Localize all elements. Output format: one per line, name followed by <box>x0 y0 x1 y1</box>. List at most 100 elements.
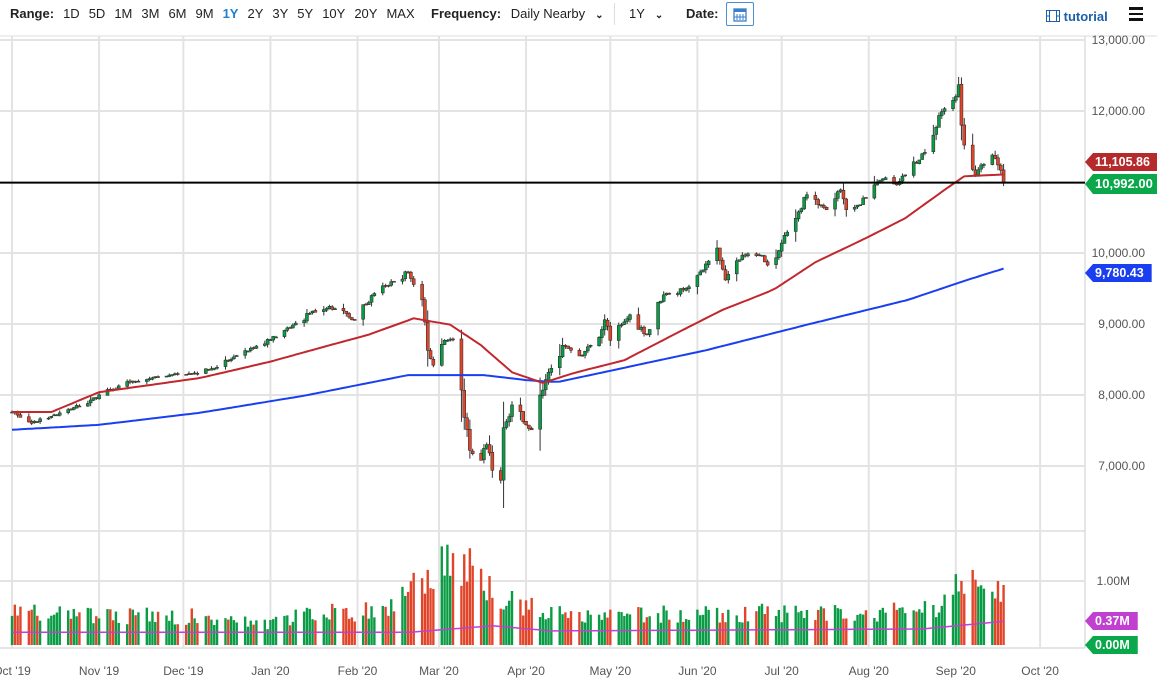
candle-body[interactable] <box>698 271 702 276</box>
candle-body[interactable] <box>504 421 509 428</box>
candle-body[interactable] <box>538 394 542 430</box>
candle-body[interactable] <box>841 190 846 200</box>
candle-body[interactable] <box>389 281 393 286</box>
candle-body[interactable] <box>232 356 236 360</box>
range-20y[interactable]: 20Y <box>354 6 378 21</box>
range-2y[interactable]: 2Y <box>247 6 264 21</box>
candle-body[interactable] <box>852 207 857 210</box>
candle-body[interactable] <box>507 416 511 423</box>
candle-body[interactable] <box>499 470 503 481</box>
candle-body[interactable] <box>243 350 247 356</box>
candle-body[interactable] <box>813 195 818 200</box>
candle-body[interactable] <box>271 336 275 341</box>
candle-body[interactable] <box>645 333 649 336</box>
candle-body[interactable] <box>470 450 475 454</box>
candle-body[interactable] <box>855 204 860 208</box>
candle-body[interactable] <box>285 327 290 331</box>
candle-body[interactable] <box>996 157 1000 166</box>
candle-body[interactable] <box>58 412 62 416</box>
candle-body[interactable] <box>364 303 368 306</box>
frequency-selector[interactable]: Frequency: Daily Nearby ⌄ <box>431 6 604 21</box>
candle-body[interactable] <box>462 390 466 418</box>
candle-body[interactable] <box>229 359 233 361</box>
candle-body[interactable] <box>659 300 663 304</box>
candle-body[interactable] <box>541 389 545 396</box>
chevron-down-icon[interactable]: ⌄ <box>595 10 604 21</box>
candle-body[interactable] <box>990 154 995 165</box>
candle-body[interactable] <box>246 350 250 353</box>
candle-body[interactable] <box>392 280 396 283</box>
candle-body[interactable] <box>125 381 129 387</box>
candle-body[interactable] <box>937 115 941 128</box>
candle-body[interactable] <box>586 346 590 352</box>
period-value[interactable]: 1Y <box>629 6 645 21</box>
candle-body[interactable] <box>560 345 565 358</box>
candle-body[interactable] <box>883 177 888 180</box>
candle-body[interactable] <box>681 288 686 291</box>
candle-body[interactable] <box>305 313 309 322</box>
candle-body[interactable] <box>636 314 641 330</box>
range-9m[interactable]: 9M <box>195 6 214 21</box>
candle-body[interactable] <box>625 318 629 322</box>
candle-body[interactable] <box>55 414 59 417</box>
candle-body[interactable] <box>428 350 433 359</box>
range-1m[interactable]: 1M <box>114 6 133 21</box>
range-max[interactable]: MAX <box>386 6 415 21</box>
candle-body[interactable] <box>293 322 298 326</box>
candle-body[interactable] <box>254 345 259 349</box>
candle-body[interactable] <box>310 310 315 314</box>
candle-body[interactable] <box>911 161 916 176</box>
candle-body[interactable] <box>793 217 798 232</box>
candle-body[interactable] <box>204 368 208 374</box>
candle-body[interactable] <box>167 374 172 377</box>
candle-body[interactable] <box>563 345 568 347</box>
candle-body[interactable] <box>274 336 278 339</box>
candle-body[interactable] <box>951 100 955 109</box>
candle-body[interactable] <box>291 324 295 329</box>
candle-body[interactable] <box>580 354 584 357</box>
candle-body[interactable] <box>608 325 613 341</box>
candle-body[interactable] <box>366 302 371 306</box>
candle-body[interactable] <box>622 321 627 325</box>
candle-body[interactable] <box>18 414 23 418</box>
candle-body[interactable] <box>128 380 132 383</box>
candle-body[interactable] <box>192 372 197 375</box>
candle-body[interactable] <box>779 242 784 252</box>
candle-body[interactable] <box>695 275 700 287</box>
candle-body[interactable] <box>209 368 214 371</box>
candle-body[interactable] <box>895 183 899 186</box>
candle-body[interactable] <box>308 313 312 315</box>
candle-body[interactable] <box>805 194 809 199</box>
candle-body[interactable] <box>302 320 306 324</box>
candle-body[interactable] <box>406 271 410 274</box>
candle-body[interactable] <box>999 164 1003 171</box>
candle-body[interactable] <box>400 278 405 282</box>
candle-body[interactable] <box>740 254 745 260</box>
candle-body[interactable] <box>934 126 938 135</box>
candle-body[interactable] <box>923 152 927 154</box>
candle-body[interactable] <box>265 339 270 345</box>
candle-body[interactable] <box>734 260 739 275</box>
candle-body[interactable] <box>914 162 919 164</box>
candle-body[interactable] <box>372 293 377 297</box>
candle-body[interactable] <box>833 198 837 210</box>
candle-body[interactable] <box>145 379 149 382</box>
candle-body[interactable] <box>223 359 228 367</box>
candle-body[interactable] <box>619 324 624 327</box>
candle-body[interactable] <box>903 174 908 177</box>
candle-body[interactable] <box>133 381 138 383</box>
candle-body[interactable] <box>268 339 273 341</box>
candle-body[interactable] <box>249 347 253 351</box>
candle-body[interactable] <box>147 378 152 380</box>
candle-body[interactable] <box>718 247 722 261</box>
candle-body[interactable] <box>86 403 90 407</box>
candle-body[interactable] <box>956 84 961 97</box>
candle-body[interactable] <box>864 197 868 199</box>
candle-body[interactable] <box>173 373 177 375</box>
candle-body[interactable] <box>973 169 978 176</box>
range-3y[interactable]: 3Y <box>272 6 289 21</box>
candle-body[interactable] <box>420 284 424 301</box>
candle-body[interactable] <box>982 164 986 166</box>
candle-body[interactable] <box>900 175 905 182</box>
candle-body[interactable] <box>785 231 790 236</box>
